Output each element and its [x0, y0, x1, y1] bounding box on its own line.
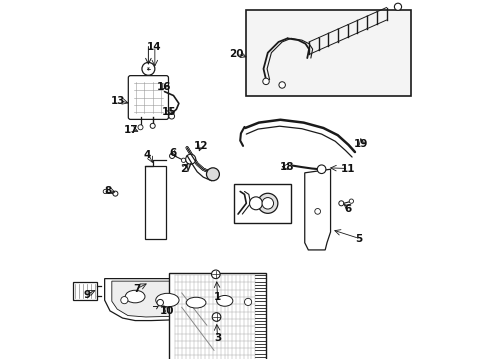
Text: 4: 4: [143, 150, 151, 160]
Text: 8: 8: [104, 186, 112, 196]
Circle shape: [244, 298, 251, 306]
Circle shape: [103, 189, 107, 194]
Circle shape: [257, 193, 277, 213]
Ellipse shape: [216, 296, 232, 306]
Text: 19: 19: [353, 139, 367, 149]
Ellipse shape: [125, 290, 144, 303]
Circle shape: [150, 123, 155, 129]
Text: 2: 2: [180, 164, 187, 174]
Polygon shape: [304, 169, 330, 250]
Text: 14: 14: [146, 42, 161, 52]
Bar: [233, 184, 290, 223]
Polygon shape: [104, 279, 264, 325]
Text: 6: 6: [344, 204, 351, 214]
Text: 9: 9: [83, 290, 90, 300]
Text: 7: 7: [133, 284, 141, 294]
Text: 17: 17: [124, 125, 139, 135]
Bar: [246, 10, 410, 96]
Circle shape: [121, 297, 128, 304]
Ellipse shape: [155, 293, 179, 307]
Circle shape: [317, 165, 325, 174]
Polygon shape: [112, 281, 258, 320]
Circle shape: [185, 154, 195, 164]
Circle shape: [157, 300, 163, 306]
Circle shape: [262, 198, 273, 209]
Circle shape: [212, 313, 221, 321]
Text: 1: 1: [214, 292, 221, 302]
Circle shape: [138, 125, 142, 130]
Text: 13: 13: [111, 96, 125, 106]
Circle shape: [206, 168, 219, 181]
Circle shape: [249, 197, 262, 210]
Circle shape: [314, 208, 320, 214]
Text: 12: 12: [193, 141, 207, 151]
Bar: [144, 166, 165, 239]
Circle shape: [169, 153, 174, 158]
Text: 11: 11: [341, 164, 355, 174]
FancyBboxPatch shape: [128, 76, 168, 120]
Circle shape: [278, 82, 285, 88]
Circle shape: [168, 113, 174, 119]
Circle shape: [142, 62, 155, 75]
Text: 10: 10: [160, 306, 174, 316]
Text: 6: 6: [169, 148, 176, 158]
Text: 15: 15: [162, 107, 176, 117]
Ellipse shape: [186, 297, 205, 308]
Text: 20: 20: [229, 49, 244, 59]
Text: 18: 18: [279, 162, 293, 172]
Circle shape: [181, 158, 185, 162]
Circle shape: [338, 201, 343, 206]
Text: 16: 16: [156, 82, 171, 92]
Circle shape: [211, 270, 220, 279]
Bar: [169, 273, 265, 360]
Circle shape: [113, 191, 118, 196]
Circle shape: [394, 3, 401, 10]
Bar: [73, 282, 97, 300]
Text: 5: 5: [355, 234, 362, 244]
Circle shape: [262, 78, 269, 85]
Text: 3: 3: [214, 333, 221, 343]
Circle shape: [348, 199, 353, 203]
